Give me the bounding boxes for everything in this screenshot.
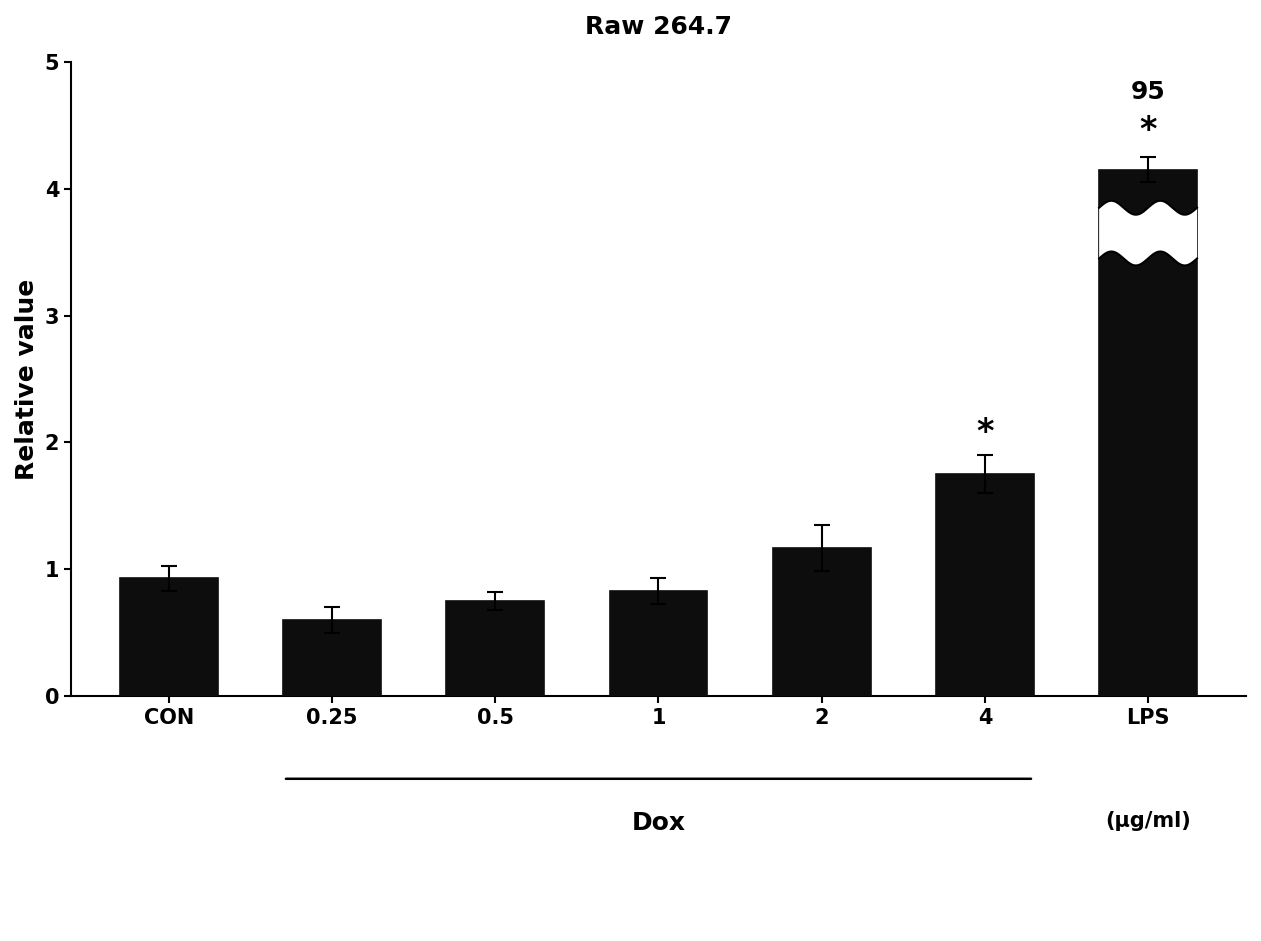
Title: Raw 264.7: Raw 264.7 bbox=[585, 15, 731, 39]
Y-axis label: Relative value: Relative value bbox=[15, 279, 39, 480]
Text: *: * bbox=[976, 416, 994, 449]
Text: 95: 95 bbox=[1131, 80, 1165, 104]
Bar bbox=[936, 474, 1034, 696]
Bar bbox=[1100, 169, 1197, 696]
Text: (μg/ml): (μg/ml) bbox=[1105, 810, 1190, 831]
Bar bbox=[120, 579, 218, 696]
Polygon shape bbox=[1100, 200, 1197, 265]
Bar bbox=[609, 591, 707, 696]
Bar bbox=[773, 548, 870, 696]
Text: Dox: Dox bbox=[632, 810, 686, 835]
Bar bbox=[446, 601, 545, 696]
Text: *: * bbox=[1140, 114, 1156, 147]
Bar bbox=[284, 620, 381, 696]
